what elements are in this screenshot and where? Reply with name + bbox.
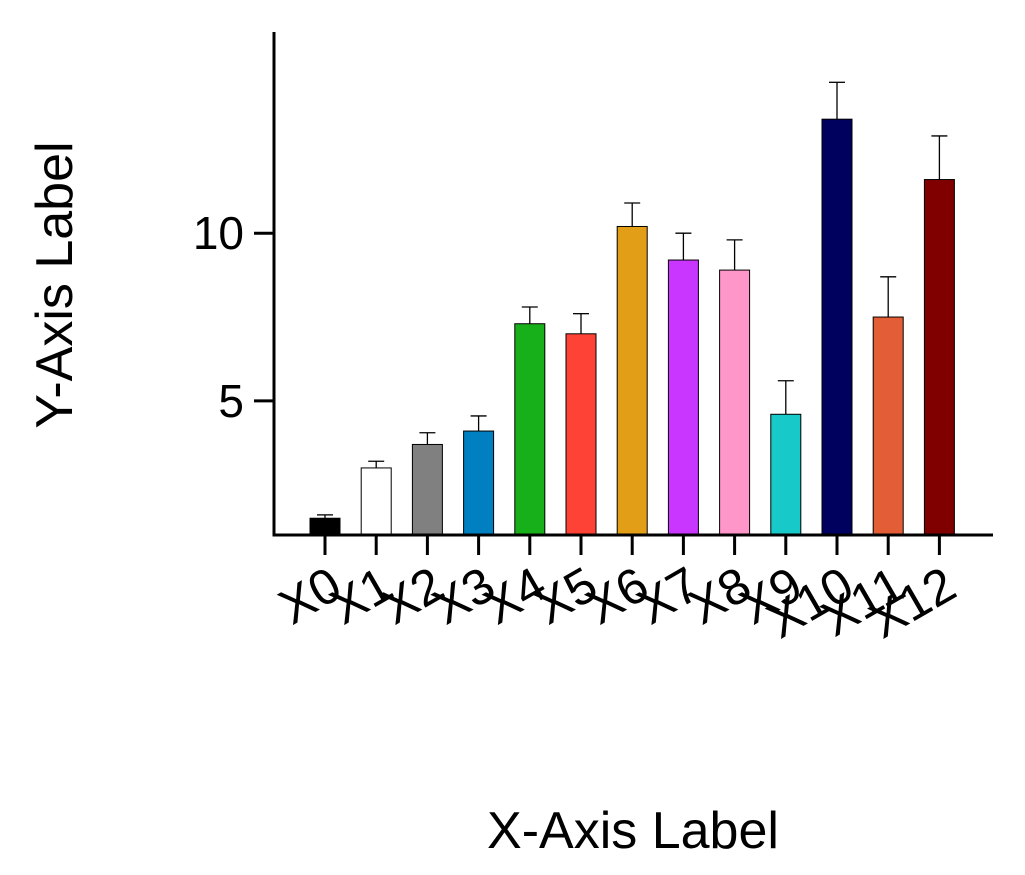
x-axis-title: X-Axis Label (487, 802, 779, 860)
bar (770, 413, 802, 536)
y-tick-label: 10 (193, 207, 244, 259)
y-axis-title: Y-Axis Label (26, 141, 84, 428)
bar (565, 333, 597, 536)
bar (667, 259, 699, 536)
bar (463, 430, 495, 536)
bar (821, 118, 853, 536)
bar (309, 517, 341, 536)
y-tick-label: 5 (218, 375, 244, 427)
bar (514, 323, 546, 536)
error-bars-group (317, 81, 948, 519)
bar (719, 269, 751, 536)
bar (411, 443, 443, 536)
y-axis: 5 10 (193, 32, 276, 537)
bar (923, 179, 955, 536)
bar (872, 316, 904, 536)
bar (616, 225, 648, 536)
bar (360, 467, 392, 536)
bars-group (309, 118, 955, 536)
